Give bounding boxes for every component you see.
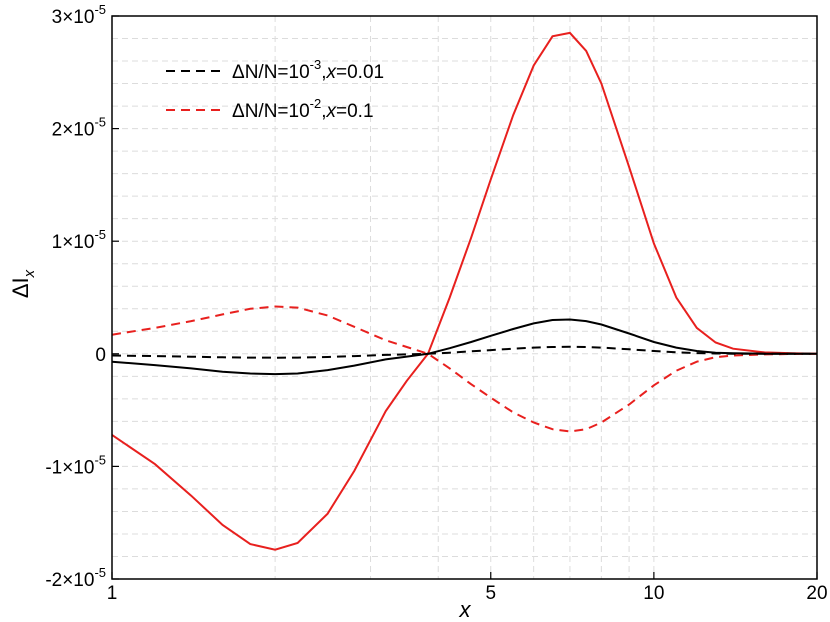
legend-exponent: -3: [310, 57, 322, 72]
series-group: [111, 31, 818, 551]
legend-separator: ,: [321, 101, 326, 122]
y-tick-exponent: -5: [94, 115, 106, 130]
y-tick-mantissa: -1×10: [45, 457, 94, 478]
x-tick-label: 20: [806, 583, 827, 604]
tick-marks: [111, 15, 818, 580]
y-tick-mantissa: 3×10: [52, 7, 95, 28]
y-tick-exponent: -5: [94, 227, 106, 242]
y-tick-label: 3×10-5: [52, 2, 106, 28]
y-tick-label: -2×10-5: [45, 565, 106, 591]
legend-prefix: ΔN/N=10: [232, 62, 310, 83]
y-tick-exponent: -5: [94, 565, 106, 580]
y-tick-label: 1×10-5: [52, 227, 106, 253]
y-tick-label: 0: [95, 345, 106, 366]
y-tick-exponent: -5: [94, 2, 106, 17]
series-line-3: [111, 318, 817, 376]
legend-exponent: -2: [310, 96, 322, 111]
y-tick-label: 2×10-5: [52, 115, 106, 141]
legend-separator: ,: [321, 62, 326, 83]
y-tick-mantissa: -2×10: [45, 570, 94, 591]
legend-prefix: ΔN/N=10: [232, 101, 310, 122]
y-axis-title-sub: x: [21, 269, 38, 278]
y-axis-title: ΔIx: [8, 269, 38, 298]
grid-lines: [112, 16, 817, 579]
x-tick-label: 5: [485, 583, 496, 604]
y-tick-exponent: -5: [94, 452, 106, 467]
legend-suffix: =0.01: [336, 62, 384, 83]
legend-variable: x: [326, 101, 338, 122]
legend-suffix: =0.1: [336, 101, 374, 122]
series-line-1: [111, 31, 818, 551]
series-line-2: [111, 305, 818, 433]
x-tick-label: 10: [643, 583, 664, 604]
legend-label-1: ΔN/N=10-3,x=0.01: [232, 57, 384, 83]
tick-labels: 1 5 10 20-2×10-5-1×10-501×10-52×10-53×10-5: [45, 2, 827, 604]
x-axis-title: x: [459, 597, 472, 622]
series-line-4: [111, 345, 817, 359]
x-tick-label: 1: [107, 583, 118, 604]
y-tick-mantissa: 2×10: [52, 120, 95, 141]
y-tick-mantissa: 0: [95, 345, 106, 366]
plot-frame: [111, 15, 818, 580]
y-axis-title-main: ΔI: [8, 277, 33, 298]
y-tick-mantissa: 1×10: [52, 232, 95, 253]
legend-label-2: ΔN/N=10-2,x=0.1: [232, 96, 374, 122]
legend-variable: x: [326, 62, 338, 83]
y-tick-label: -1×10-5: [45, 452, 106, 478]
